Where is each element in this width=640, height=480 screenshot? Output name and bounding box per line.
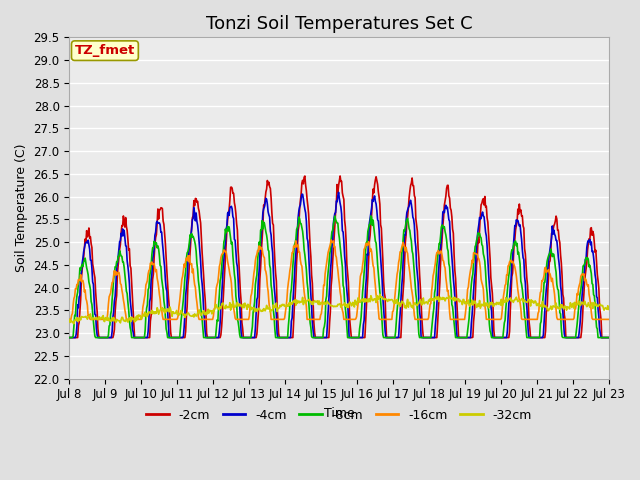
Text: TZ_fmet: TZ_fmet (75, 44, 135, 57)
X-axis label: Time: Time (324, 407, 355, 420)
Legend: -2cm, -4cm, -8cm, -16cm, -32cm: -2cm, -4cm, -8cm, -16cm, -32cm (141, 404, 537, 427)
Y-axis label: Soil Temperature (C): Soil Temperature (C) (15, 144, 28, 272)
Title: Tonzi Soil Temperatures Set C: Tonzi Soil Temperatures Set C (205, 15, 472, 33)
